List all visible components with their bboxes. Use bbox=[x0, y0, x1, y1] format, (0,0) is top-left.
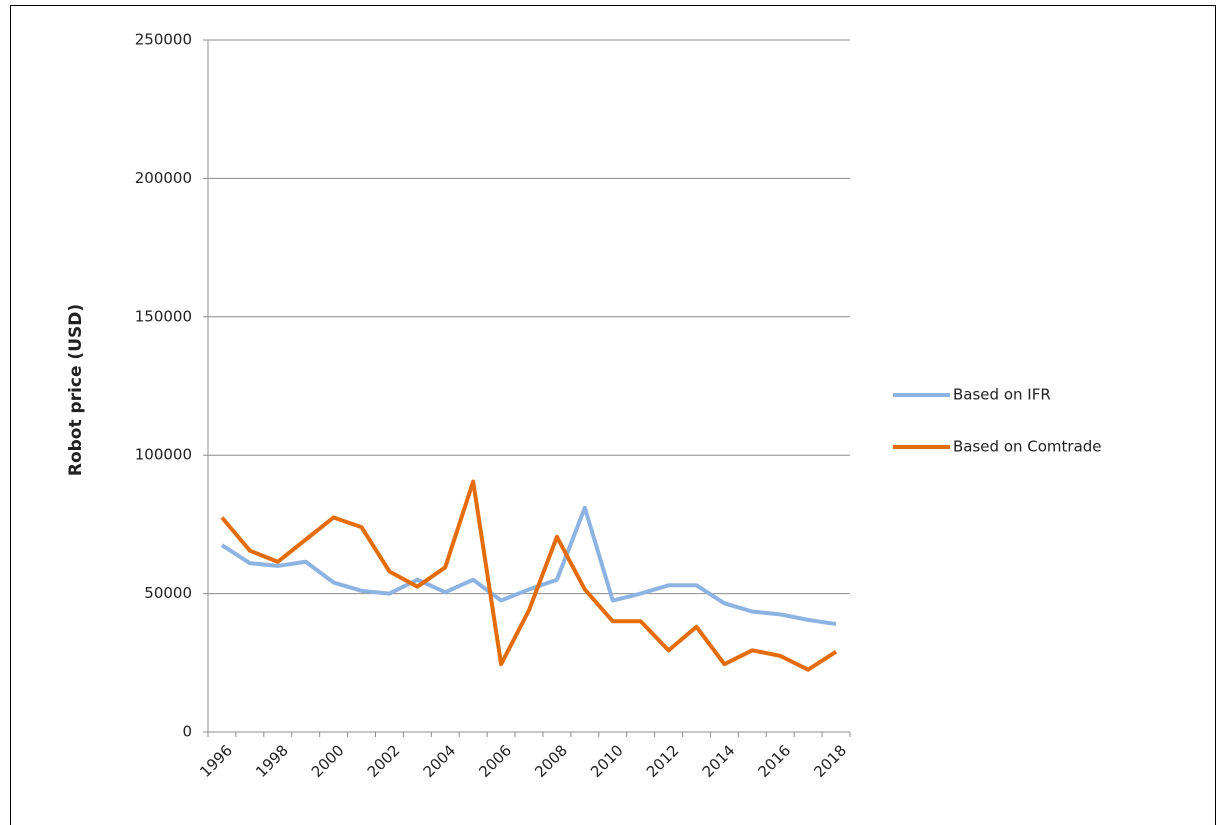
series-line bbox=[220, 479, 838, 672]
y-tick-label: 200000 bbox=[135, 169, 192, 187]
x-tick-label: 2018 bbox=[810, 741, 850, 781]
x-tick-label: 2006 bbox=[475, 741, 515, 781]
legend-label: Based on Comtrade bbox=[953, 438, 1102, 456]
x-tick-label: 2012 bbox=[643, 741, 683, 781]
x-tick-label: 2008 bbox=[531, 741, 571, 781]
legend-label: Based on IFR bbox=[953, 386, 1051, 404]
x-tick-label: 2014 bbox=[699, 741, 739, 781]
y-axis-title: Robot price (USD) bbox=[66, 304, 86, 476]
x-tick-label: 2004 bbox=[420, 741, 460, 781]
y-tick-label: 50000 bbox=[144, 584, 192, 602]
x-tick-label: 2000 bbox=[308, 741, 348, 781]
x-tick-label: 2002 bbox=[364, 741, 404, 781]
x-tick-label: 2016 bbox=[754, 741, 794, 781]
y-tick-label: 150000 bbox=[135, 307, 192, 325]
series-line bbox=[220, 505, 837, 627]
x-tick-label: 2010 bbox=[587, 741, 627, 781]
y-tick-label: 250000 bbox=[135, 31, 192, 49]
y-tick-label: 100000 bbox=[135, 446, 192, 464]
x-tick-label: 1996 bbox=[196, 741, 236, 781]
frame bbox=[10, 5, 1216, 825]
x-tick-label: 1998 bbox=[252, 741, 292, 781]
y-tick-label: 0 bbox=[182, 723, 192, 741]
